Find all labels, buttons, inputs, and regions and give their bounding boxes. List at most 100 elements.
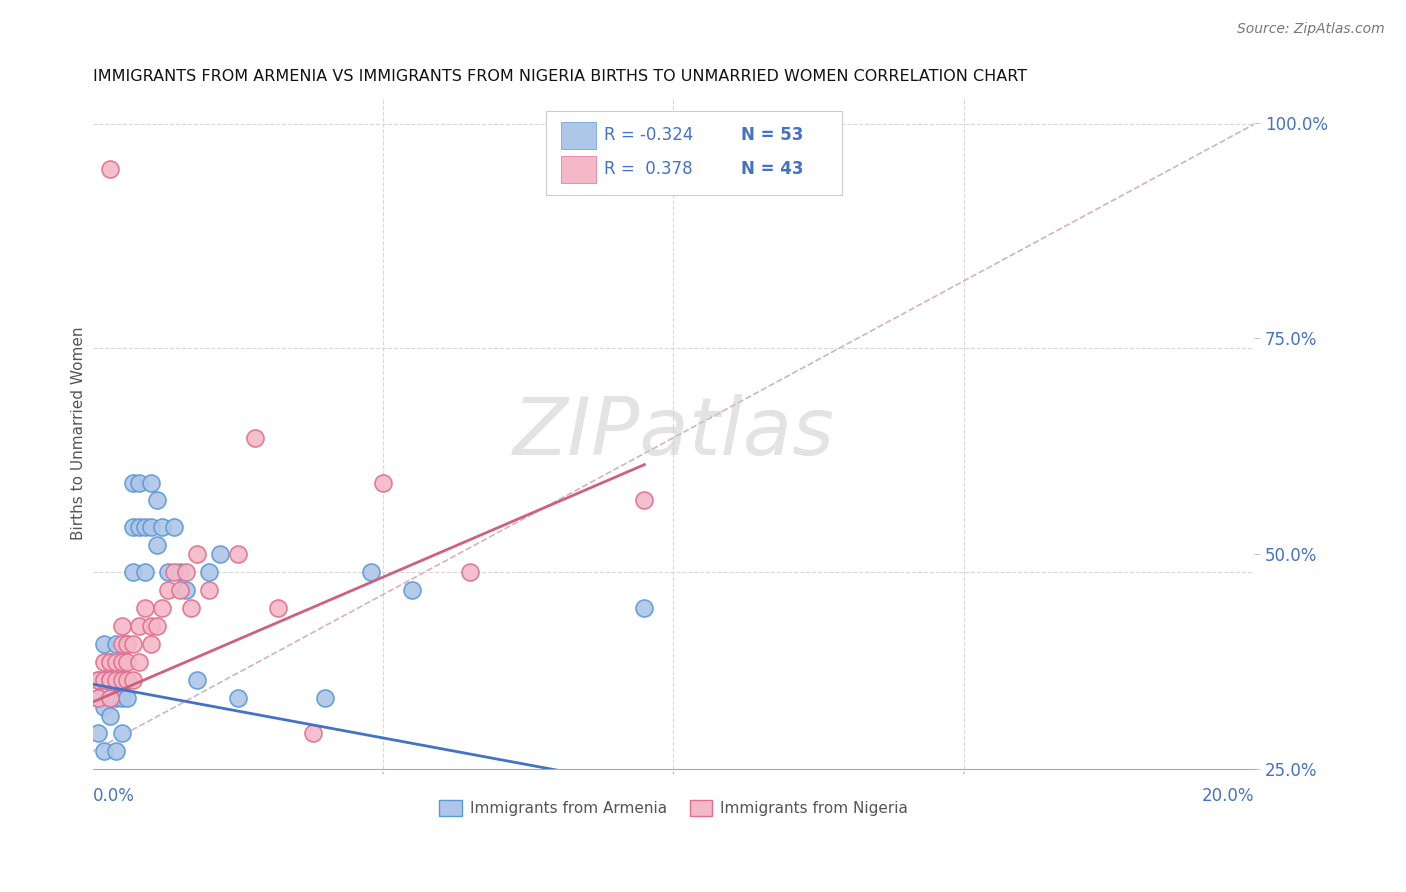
Point — [163, 565, 186, 579]
Point — [87, 690, 110, 705]
Point — [111, 673, 134, 687]
Point — [111, 726, 134, 740]
Point — [633, 493, 655, 508]
Point — [104, 673, 127, 687]
Point — [226, 547, 249, 561]
Legend: Immigrants from Armenia, Immigrants from Nigeria: Immigrants from Armenia, Immigrants from… — [433, 794, 914, 822]
Point — [128, 655, 150, 669]
Point — [104, 673, 127, 687]
Point — [267, 601, 290, 615]
Point — [458, 565, 481, 579]
Point — [93, 744, 115, 758]
Point — [87, 673, 110, 687]
Point — [633, 601, 655, 615]
Point — [186, 673, 208, 687]
Point — [157, 565, 180, 579]
Point — [98, 690, 121, 705]
Text: 0.0%: 0.0% — [93, 788, 135, 805]
Point — [117, 637, 139, 651]
Text: N = 43: N = 43 — [741, 160, 803, 178]
Text: N = 53: N = 53 — [741, 127, 803, 145]
Point — [98, 690, 121, 705]
Point — [122, 475, 145, 490]
Point — [122, 520, 145, 534]
Point — [284, 834, 307, 848]
Point — [302, 726, 325, 740]
Point — [87, 673, 110, 687]
Point — [128, 475, 150, 490]
Point — [1156, 879, 1178, 892]
Point — [117, 673, 139, 687]
Text: 20.0%: 20.0% — [1202, 788, 1254, 805]
Point — [87, 726, 110, 740]
Point — [430, 888, 453, 892]
Point — [98, 673, 121, 687]
Point — [245, 431, 267, 445]
Point — [163, 520, 186, 534]
Point — [284, 834, 307, 848]
Text: Source: ZipAtlas.com: Source: ZipAtlas.com — [1237, 22, 1385, 37]
Point — [314, 690, 336, 705]
Point — [226, 690, 249, 705]
Point — [111, 655, 134, 669]
Point — [98, 708, 121, 723]
Point — [111, 655, 134, 669]
Point — [360, 565, 382, 579]
Point — [837, 834, 859, 848]
Point — [93, 699, 115, 714]
Point — [122, 673, 145, 687]
Point — [169, 565, 191, 579]
Point — [93, 655, 115, 669]
Point — [150, 520, 173, 534]
Point — [174, 583, 197, 598]
Point — [180, 601, 202, 615]
Point — [111, 690, 134, 705]
Point — [150, 601, 173, 615]
FancyBboxPatch shape — [561, 156, 596, 183]
Point — [198, 583, 221, 598]
Point — [104, 655, 127, 669]
Point — [145, 538, 167, 552]
Point — [139, 619, 162, 633]
Point — [662, 888, 685, 892]
Point — [198, 565, 221, 579]
Y-axis label: Births to Unmarried Women: Births to Unmarried Women — [72, 326, 86, 540]
Point — [93, 637, 115, 651]
Point — [139, 475, 162, 490]
Point — [134, 520, 156, 534]
FancyBboxPatch shape — [561, 122, 596, 149]
Point — [139, 520, 162, 534]
Point — [98, 655, 121, 669]
Point — [93, 673, 115, 687]
Point — [371, 475, 394, 490]
Point — [122, 637, 145, 651]
Point — [145, 619, 167, 633]
Point — [430, 834, 453, 848]
Point — [117, 637, 139, 651]
Point — [139, 637, 162, 651]
Point — [1185, 888, 1208, 892]
Point — [209, 547, 232, 561]
Point — [87, 690, 110, 705]
Point — [98, 673, 121, 687]
Point — [134, 601, 156, 615]
Point — [256, 834, 278, 848]
Point — [122, 565, 145, 579]
Point — [157, 583, 180, 598]
Point — [111, 637, 134, 651]
Point — [128, 520, 150, 534]
Text: R = -0.324: R = -0.324 — [603, 127, 693, 145]
Point — [93, 673, 115, 687]
FancyBboxPatch shape — [546, 111, 842, 194]
Point — [117, 690, 139, 705]
Point — [111, 673, 134, 687]
Point — [111, 619, 134, 633]
Point — [128, 619, 150, 633]
Text: ZIPatlas: ZIPatlas — [512, 394, 835, 472]
Point — [134, 565, 156, 579]
Point — [401, 583, 423, 598]
Text: R =  0.378: R = 0.378 — [603, 160, 692, 178]
Point — [98, 655, 121, 669]
Point — [104, 744, 127, 758]
Point — [145, 493, 167, 508]
